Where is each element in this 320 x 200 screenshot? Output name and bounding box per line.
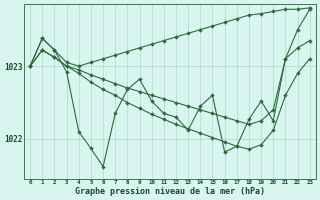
X-axis label: Graphe pression niveau de la mer (hPa): Graphe pression niveau de la mer (hPa)	[75, 187, 265, 196]
